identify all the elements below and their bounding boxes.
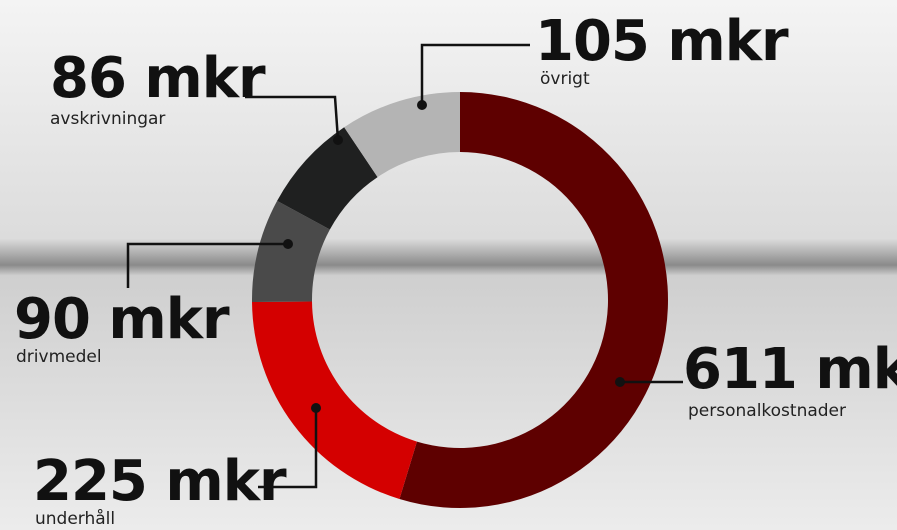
- category-label: avskrivningar: [50, 109, 165, 129]
- donut-segment: [277, 127, 378, 230]
- value-label: 611 mkr: [683, 337, 897, 402]
- donut-segment: [344, 92, 460, 178]
- callout-line: [245, 95, 340, 141]
- callout-line: [420, 43, 530, 105]
- callout-line: [126, 242, 288, 288]
- callout-dot: [333, 135, 343, 145]
- category-label: underhåll: [35, 508, 115, 529]
- category-label: övrigt: [540, 69, 590, 89]
- value-label: 105 mkr: [535, 9, 789, 74]
- callout-dot: [283, 239, 293, 249]
- callout-line: [258, 408, 318, 489]
- value-label: 86 mkr: [50, 46, 266, 111]
- callout-dot: [417, 100, 427, 110]
- value-label: 90 mkr: [14, 287, 230, 352]
- donut-segment: [399, 92, 669, 508]
- category-label: drivmedel: [16, 347, 102, 367]
- callout-dot: [311, 403, 321, 413]
- donut-segment: [251, 200, 330, 303]
- category-label: personalkostnader: [688, 401, 846, 421]
- donut-segment: [252, 301, 417, 499]
- value-label: 225 mkr: [33, 449, 287, 514]
- callout-dot: [615, 377, 625, 387]
